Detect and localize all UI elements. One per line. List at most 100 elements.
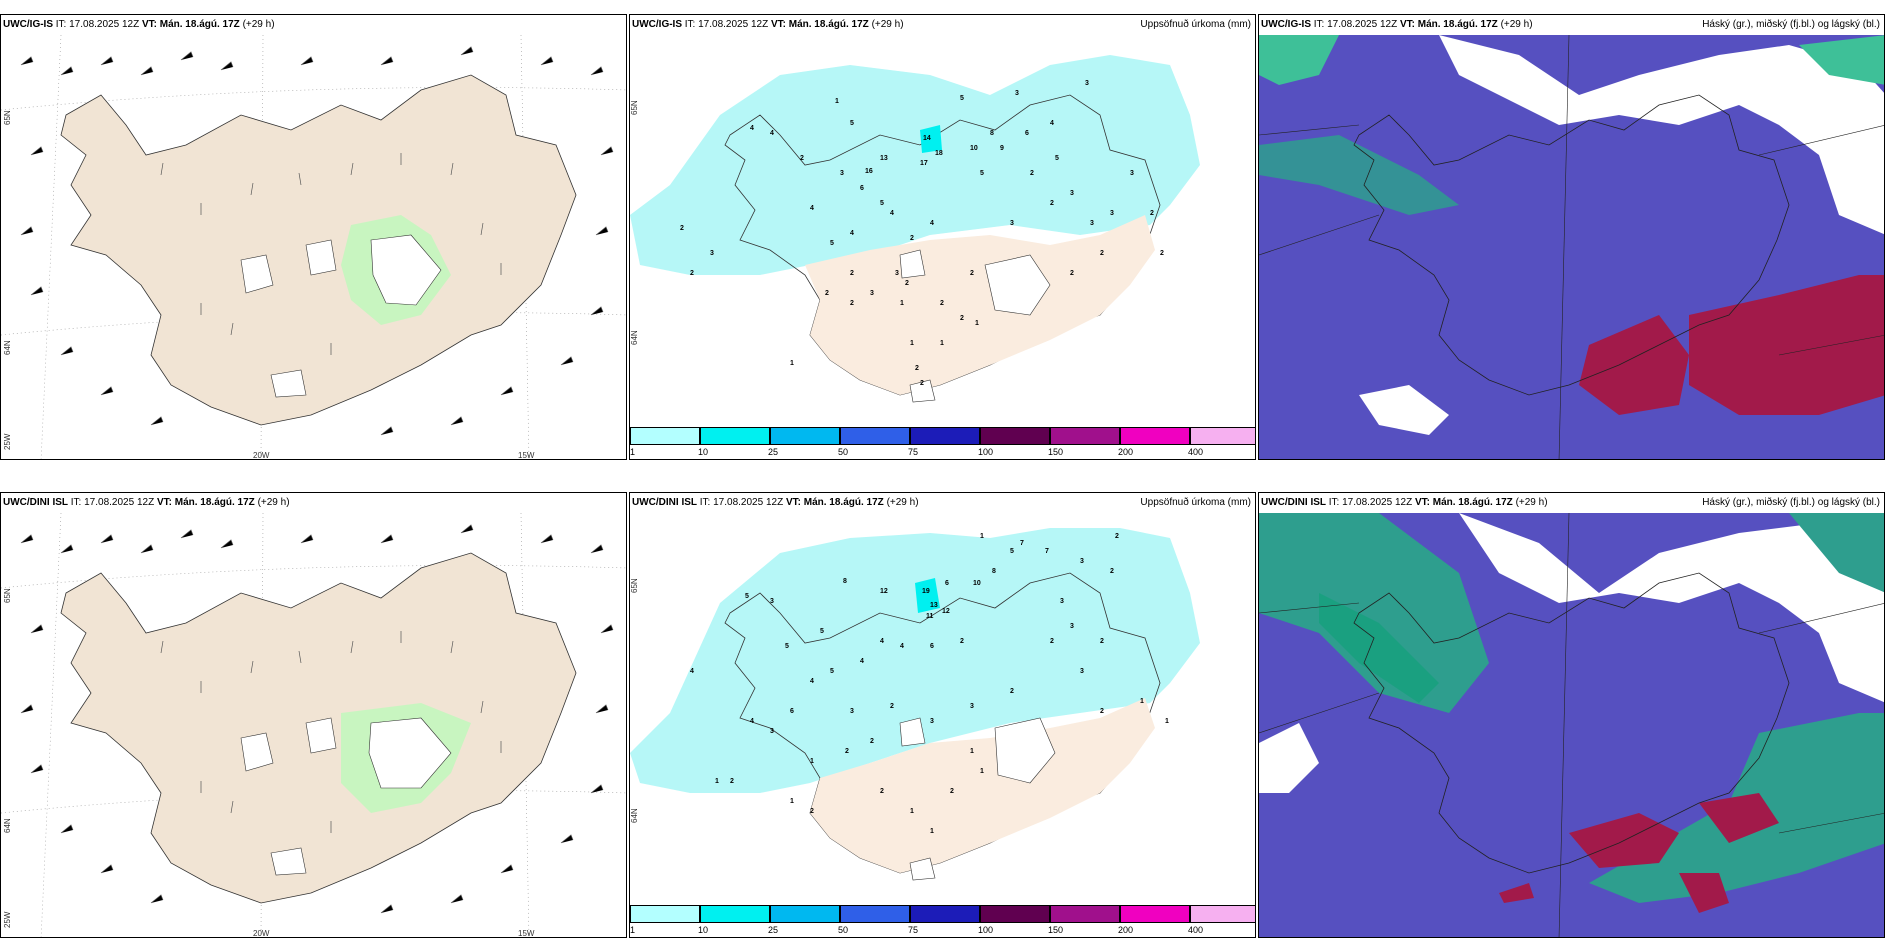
precip-label: 4 <box>930 220 934 227</box>
colorbar-seg <box>770 905 840 923</box>
precip-label: 2 <box>850 270 854 277</box>
precip-label: 3 <box>1080 558 1084 565</box>
model-name: UWC/DINI ISL <box>3 497 68 508</box>
precip-label: 18 <box>935 150 943 157</box>
it-label: IT: <box>1313 19 1325 30</box>
colorbar-tick: 75 <box>908 925 919 935</box>
colorbar-seg <box>840 427 910 445</box>
it-value: 17.08.2025 12Z <box>1327 19 1398 30</box>
colorbar-tick: 200 <box>1118 925 1134 935</box>
vt-label: VT: <box>156 497 172 508</box>
precip-label: 6 <box>790 708 794 715</box>
wind-map <box>1 513 626 937</box>
precip-label: 3 <box>1085 80 1089 87</box>
lon-label-25w: 25W <box>3 433 12 450</box>
lat-label-65: 65N <box>630 578 639 593</box>
precip-label: 3 <box>870 290 874 297</box>
precip-label: 2 <box>915 365 919 372</box>
precip-label: 2 <box>825 290 829 297</box>
colorbar-seg <box>1120 905 1190 923</box>
precip-label: 1 <box>975 320 979 327</box>
vt-label: VT: <box>770 19 786 30</box>
precip-label: 2 <box>1115 533 1119 540</box>
panel-top-precip: UWC/IG-IS IT: 17.08.2025 12Z VT: Mán. 18… <box>629 14 1256 460</box>
precip-label: 2 <box>960 315 964 322</box>
precip-colorbar: 1 10 25 50 75 100 150 200 400 <box>630 427 1255 457</box>
colorbar-seg <box>910 905 980 923</box>
precip-label: 2 <box>1050 200 1054 207</box>
precip-label: 5 <box>880 200 884 207</box>
precip-label: 12 <box>880 588 888 595</box>
map-title: Uppsöfnuð úrkoma (mm) <box>1140 497 1251 508</box>
precip-label: 5 <box>830 240 834 247</box>
precip-label: 2 <box>690 270 694 277</box>
colorbar-tick: 10 <box>698 447 709 457</box>
precip-label: 3 <box>930 718 934 725</box>
precip-label: 1 <box>810 758 814 765</box>
precip-label: 2 <box>1100 250 1104 257</box>
panel-header: UWC/IG-IS IT: 17.08.2025 12Z VT: Mán. 18… <box>1261 19 1533 30</box>
precip-label: 6 <box>860 185 864 192</box>
precip-label: 2 <box>1160 250 1164 257</box>
precip-label: 5 <box>830 668 834 675</box>
panel-top-cloud: UWC/IG-IS IT: 17.08.2025 12Z VT: Mán. 18… <box>1258 14 1885 460</box>
colorbar-tick: 400 <box>1188 447 1204 457</box>
precip-label: 2 <box>910 235 914 242</box>
lat-label-64: 64N <box>630 808 639 823</box>
colorbar-seg <box>630 427 700 445</box>
colorbar-tick: 100 <box>978 925 994 935</box>
wind-barbs <box>20 46 614 436</box>
map-title: Uppsöfnuð úrkoma (mm) <box>1140 19 1251 30</box>
precip-label: 5 <box>820 628 824 635</box>
precip-label: 3 <box>770 728 774 735</box>
precip-label: 6 <box>945 580 949 587</box>
precip-label: 3 <box>1080 668 1084 675</box>
it-value: 17.08.2025 12Z <box>713 497 784 508</box>
colorbar-seg <box>910 427 980 445</box>
precip-label: 2 <box>850 300 854 307</box>
precip-label: 2 <box>1100 638 1104 645</box>
colorbar-tick: 150 <box>1048 447 1064 457</box>
model-name: UWC/IG-IS <box>632 19 682 30</box>
precip-label: 3 <box>1015 90 1019 97</box>
precip-label: 2 <box>890 703 894 710</box>
precip-label: 4 <box>900 643 904 650</box>
precip-label: 4 <box>750 125 754 132</box>
lead-time: (+29 h) <box>1500 19 1533 30</box>
model-name: UWC/DINI ISL <box>632 497 697 508</box>
vt-label: VT: <box>785 497 801 508</box>
lon-label-20w: 20W <box>253 929 270 938</box>
precip-label: 1 <box>1140 698 1144 705</box>
precip-label: 2 <box>870 738 874 745</box>
lead-time: (+29 h) <box>242 19 275 30</box>
panel-header: UWC/DINI ISL IT: 17.08.2025 12Z VT: Mán.… <box>632 497 919 508</box>
vt-value: Mán. 18.ágú. 17Z <box>788 19 869 30</box>
panel-header: UWC/IG-IS IT: 17.08.2025 12Z VT: Mán. 18… <box>632 19 904 30</box>
it-value: 17.08.2025 12Z <box>84 497 155 508</box>
vt-label: VT: <box>1399 19 1415 30</box>
precip-label: 17 <box>920 160 928 167</box>
vt-value: Mán. 18.ágú. 17Z <box>174 497 255 508</box>
lat-label-65: 65N <box>3 588 12 603</box>
colorbar-seg <box>1190 427 1255 445</box>
precip-label: 4 <box>770 130 774 137</box>
precip-label: 10 <box>973 580 981 587</box>
map-title: Háský (gr.), miðský (fj.bl.) og lágský (… <box>1702 19 1880 30</box>
precip-label: 2 <box>940 300 944 307</box>
precip-label: 12 <box>942 608 950 615</box>
lat-label-64: 64N <box>3 818 12 833</box>
precip-label: 7 <box>1045 548 1049 555</box>
precip-label: 6 <box>1025 130 1029 137</box>
panel-header: UWC/DINI ISL IT: 17.08.2025 12Z VT: Mán.… <box>1261 497 1548 508</box>
precip-label: 1 <box>980 768 984 775</box>
panel-header: UWC/IG-IS IT: 17.08.2025 12Z VT: Mán. 18… <box>3 19 275 30</box>
precip-label: 2 <box>950 788 954 795</box>
precip-label: 3 <box>1060 598 1064 605</box>
colorbar-seg <box>1120 427 1190 445</box>
panel-header: UWC/DINI ISL IT: 17.08.2025 12Z VT: Mán.… <box>3 497 290 508</box>
precip-label: 9 <box>1000 145 1004 152</box>
wind-barbs <box>20 524 614 914</box>
precip-label: 1 <box>980 533 984 540</box>
precip-label: 5 <box>785 643 789 650</box>
colorbar-tick: 1 <box>630 447 636 457</box>
